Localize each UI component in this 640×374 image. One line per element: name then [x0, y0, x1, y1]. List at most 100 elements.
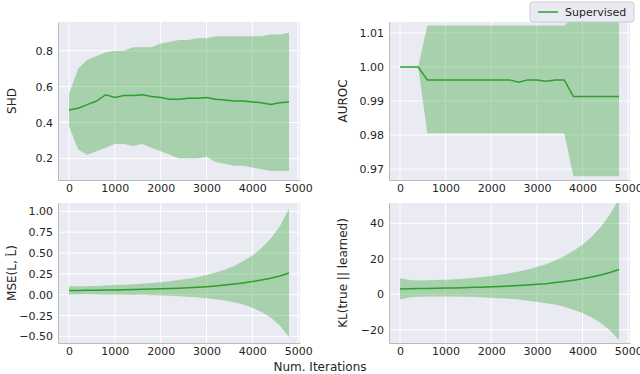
tick-label: −0.50 — [19, 330, 53, 343]
tick-label: 0.4 — [36, 117, 54, 130]
tick-label: 0.98 — [360, 129, 385, 142]
tick-label: 4000 — [569, 182, 597, 195]
tick-label: 0.75 — [29, 226, 54, 239]
tick-label: 1.01 — [360, 27, 385, 40]
tick-label: 0 — [66, 182, 73, 195]
panel: 0 1000 2000 3000 4000 5000 0.97 0.98 0.99 1.00 1.0… — [336, 2, 640, 195]
tick-label: 4000 — [239, 345, 267, 358]
tick: 5000 — [285, 343, 313, 358]
y-axis-title: AUROC — [336, 79, 350, 122]
tick: 0 — [397, 343, 404, 358]
tick: 0.99 — [360, 95, 390, 108]
tick: 1000 — [101, 180, 129, 195]
band — [400, 22, 619, 176]
tick-label: 0.2 — [36, 152, 54, 165]
tick: 0.8 — [36, 45, 59, 58]
tick-label: 1000 — [101, 345, 129, 358]
tick-label: 1.00 — [360, 61, 385, 74]
x-axis: 0 1000 2000 3000 4000 5000 — [59, 180, 313, 195]
tick: 4000 — [569, 180, 597, 195]
tick-label: 40 — [370, 217, 384, 230]
y-axis-title: KL(true || learned) — [336, 218, 350, 328]
band — [69, 209, 289, 337]
plot-background — [58, 22, 300, 180]
grid-line — [206, 203, 207, 343]
tick: 1000 — [432, 180, 460, 195]
grid-line — [628, 203, 629, 343]
tick: 1000 — [101, 343, 129, 358]
grid-line — [298, 22, 299, 180]
tick: 0 — [66, 343, 73, 358]
tick: 0.2 — [36, 152, 59, 165]
tick-label: 0.50 — [29, 247, 54, 260]
tick-label: 0.25 — [29, 268, 54, 281]
tick: 0.00 — [29, 289, 59, 302]
marks — [400, 203, 619, 340]
tick-label: 1000 — [101, 182, 129, 195]
figure: 0100020003000400050000.20.40.60.8SHD0100… — [0, 0, 640, 374]
axis-line — [58, 23, 59, 181]
grid-line — [58, 336, 300, 337]
tick-label: 0 — [397, 182, 404, 195]
marks — [69, 209, 289, 337]
grid — [58, 203, 300, 343]
y-axis: 0.97 0.98 0.99 1.00 1.01 — [360, 23, 390, 181]
grid-line — [58, 315, 300, 316]
tick-label: 2000 — [147, 182, 175, 195]
panel: 0 1000 2000 3000 4000 5000 −0.50 −0.25 0.00 0.25 0… — [5, 203, 367, 374]
x-axis: 0 1000 2000 3000 4000 5000 — [59, 343, 313, 358]
tick: 0.25 — [29, 268, 59, 281]
tick: −0.50 — [19, 330, 58, 343]
tick: 2000 — [478, 343, 506, 358]
tick: 3000 — [193, 343, 221, 358]
tick: 5000 — [285, 180, 313, 195]
marks — [400, 22, 619, 176]
tick-label: 2000 — [478, 182, 506, 195]
tick-label: 5000 — [285, 345, 313, 358]
tick-label: 0.8 — [36, 45, 54, 58]
legend-swatch — [538, 11, 558, 13]
tick-label: 2000 — [147, 345, 175, 358]
tick: 0 — [397, 180, 404, 195]
tick: 20 — [370, 253, 389, 266]
grid-line — [160, 203, 161, 343]
tick: 4000 — [569, 343, 597, 358]
tick: 0.4 — [36, 117, 59, 130]
tick: 5000 — [615, 180, 640, 195]
y-axis-title: SHD — [5, 88, 19, 114]
legend-label: Supervised — [565, 6, 626, 19]
tick-label: 3000 — [523, 345, 551, 358]
x-axis-title: Num. Iterations — [273, 360, 366, 374]
grid-line — [389, 329, 630, 330]
tick-label: 0.99 — [360, 95, 385, 108]
x-axis: 0 1000 2000 3000 4000 5000 — [390, 180, 640, 195]
x-axis: 010002000300040005000 — [390, 343, 640, 358]
tick-label: 3000 — [193, 182, 221, 195]
panel: 0 1000 2000 3000 4000 5000 0.2 0.4 0.6 0.8 SHD — [5, 22, 312, 195]
tick-label: 3000 — [523, 182, 551, 195]
panel: 010002000300040005000−2002040KL(true || … — [336, 199, 640, 358]
y-axis: 0.2 0.4 0.6 0.8 — [36, 23, 59, 181]
tick: −0.25 — [19, 310, 58, 323]
grid — [58, 22, 300, 180]
tick-label: 0.97 — [360, 163, 385, 176]
tick-label: 4000 — [239, 182, 267, 195]
marks — [69, 33, 289, 171]
line — [69, 273, 289, 291]
tick: 4000 — [239, 343, 267, 358]
tick-label: −0.25 — [19, 310, 53, 323]
tick-label: 2000 — [478, 345, 506, 358]
grid-line — [114, 203, 115, 343]
tick: 3000 — [523, 180, 551, 195]
tick-label: 3000 — [193, 345, 221, 358]
tick: 4000 — [239, 180, 267, 195]
tick-label: 0.6 — [36, 81, 54, 94]
tick: 40 — [370, 217, 389, 230]
y-axis: −0.50−0.250.000.250.500.751.00 — [19, 204, 58, 344]
tick: 2000 — [147, 180, 175, 195]
tick-label: 4000 — [569, 345, 597, 358]
tick: 1.00 — [360, 61, 390, 74]
band — [400, 203, 619, 340]
grid-line — [58, 232, 300, 233]
tick: 0.97 — [360, 163, 390, 176]
